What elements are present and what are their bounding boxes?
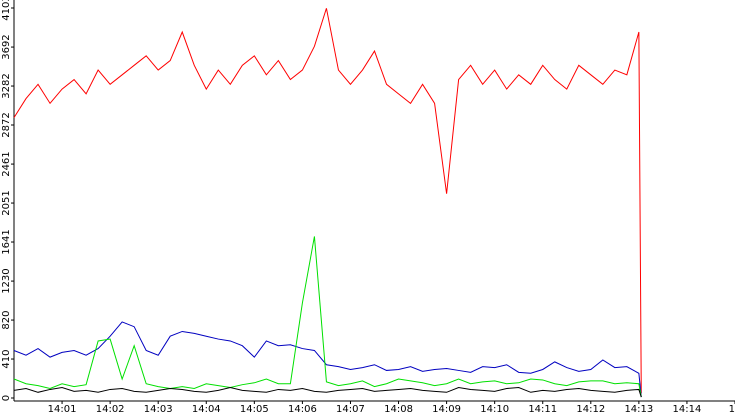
y-tick-label: 2461 [1,151,12,176]
x-tick-label: 14:09 [432,404,461,415]
x-tick-label: 14:08 [384,404,413,415]
x-tick-label: 14:13 [624,404,653,415]
x-tick-label: 14:06 [288,404,317,415]
y-tick-label: 3282 [1,73,12,98]
series-line [13,236,642,398]
x-tick-label: 14:02 [96,404,125,415]
series-line [13,321,642,398]
x-tick-label: 14:05 [240,404,269,415]
y-tick-label: 2051 [1,190,12,215]
x-tick-label: 14:10 [480,404,509,415]
y-tick-label: 410 [1,349,12,368]
x-tick-label: 14:07 [336,404,365,415]
x-tick-label: 14:03 [144,404,173,415]
x-tick-label: 14 [729,404,735,415]
y-tick-label: 0 [1,395,12,401]
y-tick-label: 3692 [1,34,12,59]
x-tick-label: 14:04 [192,404,221,415]
y-tick-label: 1641 [1,229,12,254]
x-tick-label: 14:11 [528,404,557,415]
series-line [13,387,642,398]
x-tick-label: 14:14 [673,404,702,415]
series-line [13,8,642,394]
x-tick-label: 14:01 [48,404,77,415]
x-tick-label: 14:12 [576,404,605,415]
y-tick-label: 820 [1,311,12,330]
y-tick-label: 2872 [1,112,12,137]
y-tick-label: 4103 [1,0,12,21]
y-tick-label: 1230 [1,268,12,293]
